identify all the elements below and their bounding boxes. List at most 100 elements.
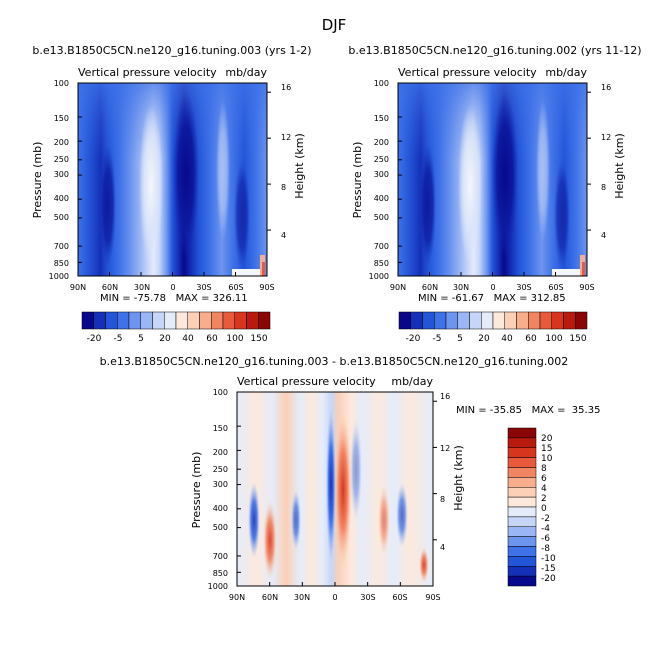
panel-3-height-tick-label: 4 [440, 543, 445, 552]
panel-2-height-tick-label: 12 [601, 133, 611, 142]
panel-1-colorbar-label: 20 [159, 334, 171, 344]
panel-3-ylabel-right: Height (km) [452, 445, 465, 511]
panel-1-colorbar-swatch [93, 311, 106, 330]
panel-3-colorbar [507, 427, 537, 587]
panel-2-height-tick-label: 16 [601, 83, 611, 92]
panel-2-colorbar-label: 60 [525, 334, 537, 344]
panel-2-xtick-label: 0 [490, 283, 495, 292]
panel-1-ticks [77, 82, 271, 277]
panel-1-colorbar-swatch [164, 311, 177, 330]
panel-1-xtick-label: 60S [228, 283, 243, 292]
panel-1-left-subtitle: Vertical pressure velocity [78, 66, 217, 79]
panel-1-ytick-label: 150 [54, 114, 69, 123]
panel-1-colorbar-swatch [246, 311, 259, 330]
panel-3-colorbar-swatch [507, 506, 537, 518]
panel-1-colorbar-swatch [222, 311, 235, 330]
panel-3-colorbar-label: 8 [541, 464, 547, 474]
panel-2-ytick-label: 700 [374, 242, 389, 251]
panel-3-xtick-label: 0 [332, 593, 337, 602]
panel-2-right-axis: 16 12 8 4 [601, 83, 611, 240]
panel-2-title: b.e13.B1850C5CN.ne120_g16.tuning.002 (yr… [348, 44, 641, 57]
panel-1-right-axis: 16 12 8 4 [281, 83, 291, 240]
panel-2-xtick-label: 60N [422, 283, 438, 292]
panel-2-xtick-label: 30N [453, 283, 469, 292]
panel-2-colorbar-swatch [504, 311, 517, 330]
panel-1-colorbar [81, 311, 271, 330]
panel-2-xtick-label: 90N [390, 283, 406, 292]
panel-3-ytick-label: 400 [213, 504, 228, 513]
panel-2-colorbar-label: -5 [433, 334, 442, 344]
panel-3-colorbar-label: 15 [541, 444, 552, 454]
panel-1-ytick-label: 500 [54, 213, 69, 222]
panel-3-xtick-label: 30S [360, 593, 375, 602]
panel-3-colorbar-swatch [507, 526, 537, 537]
panel-3-colorbar-swatch [507, 546, 537, 557]
panel-1-xtick-label: 90S [259, 283, 274, 292]
panel-3-xtick-label: 60N [262, 593, 278, 602]
panel-1-colorbar-swatch [187, 311, 200, 330]
panel-1-colorbar-swatch [128, 311, 141, 330]
panel-2-colorbar-swatch [457, 311, 470, 330]
panel-1-ytick-label: 200 [54, 138, 69, 147]
panel-3-xtick-label: 90S [425, 593, 440, 602]
panel-3-right-subtitle: mb/day [391, 375, 433, 388]
panel-1-height-tick-label: 8 [281, 183, 286, 192]
panel-2-colorbar-swatch [434, 311, 447, 330]
panel-3-colorbar-swatch [507, 437, 537, 448]
panel-1-left-axis: 100 150 200 250 300 400 500 700 850 1000 [49, 79, 69, 281]
panel-1-ylabel-right: Height (km) [293, 133, 306, 199]
panel-1-colorbar-label: 150 [250, 334, 267, 344]
panel-2-colorbar-swatch [516, 311, 529, 330]
panel-2-colorbar-label: 150 [569, 334, 586, 344]
panel-2-left-axis: 100 150 200 250 300 400 500 700 850 1000 [369, 79, 389, 281]
panel-1-colorbar-swatch [81, 311, 94, 330]
panel-3-ytick-label: 200 [213, 448, 228, 457]
panel-2-colorbar-swatch [563, 311, 576, 330]
panel-2-ytick-label: 850 [374, 259, 389, 268]
panel-2-height-tick-label: 4 [601, 231, 606, 240]
panel-1-colorbar-swatch [258, 311, 271, 330]
panel-3-colorbar-swatch [507, 447, 537, 458]
panel-2-colorbar-swatch [551, 311, 564, 330]
panel-3-colorbar-swatch [507, 556, 537, 567]
panel-1-height-tick-label: 12 [281, 133, 291, 142]
panel-1-colorbar-swatch [117, 311, 130, 330]
panel-3-left-axis: 100 150 200 250 300 400 500 700 850 1000 [208, 388, 228, 591]
panel-1-xtick-label: 90N [70, 283, 86, 292]
panel-1-ytick-label: 850 [54, 259, 69, 268]
panel-3-colorbar-label: -20 [541, 574, 556, 584]
panel-3-colorbar-labels: 20 15 10 8 6 4 2 0 -2 -4 -6 -8 -10 -15 -… [541, 434, 556, 584]
panel-1-xtick-label: 60N [102, 283, 118, 292]
panel-3-colorbar-label: -2 [541, 514, 550, 524]
panel-3-height-tick-label: 8 [440, 495, 445, 504]
panel-3-ytick-label: 100 [213, 388, 228, 397]
panel-2-height-tick-label: 8 [601, 183, 606, 192]
panel-3-contour-field [237, 392, 433, 586]
panel-2-colorbar-swatch [445, 311, 458, 330]
panel-2-colorbar-label: 20 [478, 334, 490, 344]
panel-3-ytick-label: 700 [213, 552, 228, 561]
panel-2-colorbar-swatch [575, 311, 588, 330]
panel-3-colorbar-swatch [507, 516, 537, 527]
panel-1-xtick-label: 30S [196, 283, 211, 292]
panel-3-colorbar-label: 4 [541, 484, 547, 494]
panel-2-x-axis: 90N 60N 30N 0 30S 60S 90S [390, 283, 595, 292]
panel-1-colorbar-swatch [140, 311, 153, 330]
panel-2-colorbar-swatch [398, 311, 411, 330]
page-title: DJF [322, 16, 347, 34]
panel-1-colorbar-label: 40 [182, 334, 194, 344]
panel-2-ylabel-right: Height (km) [613, 133, 626, 199]
panel-2-ylabel: Pressure (mb) [351, 142, 364, 219]
panel-3-xtick-label: 30N [294, 593, 310, 602]
panel-1-x-axis: 90N 60N 30N 0 30S 60S 90S [70, 283, 275, 292]
panel-1-colorbar-label: -20 [87, 334, 102, 344]
panel-3-colorbar-label: -4 [541, 524, 550, 534]
panel-2-ytick-label: 200 [374, 138, 389, 147]
panel-3-colorbar-swatch [507, 427, 537, 439]
panel-3-colorbar-label: -10 [541, 554, 556, 564]
panel-3-colorbar-label: -15 [541, 564, 556, 574]
panel-3-ytick-label: 850 [213, 569, 228, 578]
panel-3-xtick-label: 60S [392, 593, 407, 602]
panel-3-colorbar-label: 10 [541, 454, 553, 464]
